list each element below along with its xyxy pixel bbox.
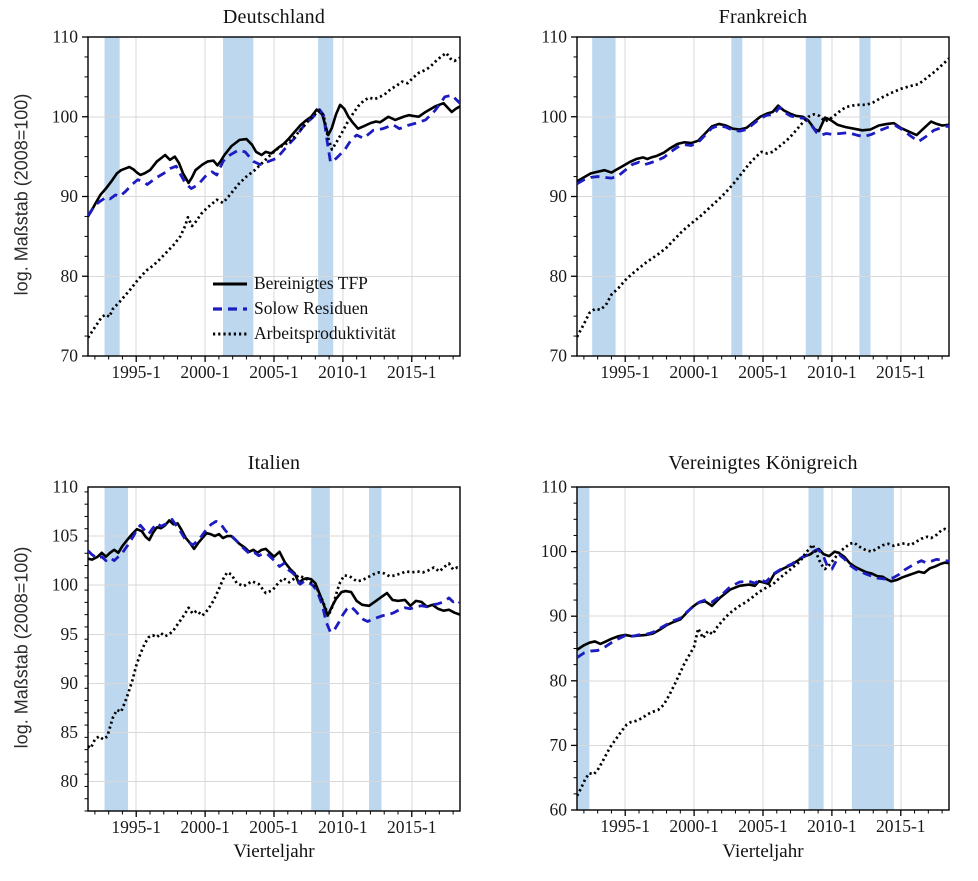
y-tick-label: 60 — [550, 800, 568, 820]
plot-frankreich: 1995-1 2000-1 2005-1 2010-1 2015-1 70 80 90 100 1… — [541, 27, 950, 382]
y-tick-label: 80 — [550, 670, 568, 690]
chart-panel-vereinigtes-koenigreich: 1995-1 2000-1 2005-1 2010-1 2015-1 60 70 80 90 10… — [489, 440, 978, 881]
y-tick-label: 110 — [52, 27, 78, 47]
legend-label: Solow Residuen — [254, 298, 369, 318]
legend-item-dotted: Arbeitsproduktivität — [212, 321, 396, 346]
plot-deutschland: 1995-1 2000-1 2005-1 2010-1 2015-1 70 80 90 100 1… — [52, 27, 461, 382]
x-tick-label: 2005-1 — [738, 816, 788, 836]
x-tick-label: 2005-1 — [249, 817, 299, 837]
y-tick-label: 105 — [52, 526, 79, 546]
plot-italien: 1995-1 2000-1 2005-1 2010-1 2015-1 80 85 90 95 10… — [52, 477, 461, 837]
x-tick-label: 2010-1 — [807, 362, 857, 382]
y-axis-label: log. Maßstab (2008=100) — [11, 93, 32, 296]
chart-panel-frankreich: 1995-1 2000-1 2005-1 2010-1 2015-1 70 80 90 100 1… — [489, 0, 978, 440]
x-tick-label: 1995-1 — [111, 817, 161, 837]
y-tick-label: 80 — [550, 266, 568, 286]
series-dashed — [88, 518, 460, 634]
series-solid — [88, 519, 460, 617]
x-tick-label: 2015-1 — [876, 362, 926, 382]
recession-band — [311, 487, 330, 811]
plot-box — [87, 36, 461, 357]
x-tick-label: 2010-1 — [318, 362, 368, 382]
legend: Bereinigtes TFP Solow Residuen Arbeitsprod… — [212, 271, 396, 346]
series-dotted — [88, 562, 460, 750]
plot-box — [576, 36, 950, 357]
series-dashed — [577, 548, 949, 659]
y-tick-label: 90 — [61, 673, 79, 693]
chart-title-deutschland: Deutschland — [222, 6, 326, 28]
chart-title-italien: Italien — [247, 452, 301, 474]
y-tick-label: 110 — [541, 27, 567, 47]
x-tick-label: 2015-1 — [387, 817, 437, 837]
legend-swatch-dotted — [213, 331, 247, 336]
x-tick-label: 2000-1 — [180, 817, 230, 837]
recession-band — [577, 487, 590, 810]
y-tick-label: 110 — [52, 477, 78, 497]
x-tick-label: 2000-1 — [669, 362, 719, 382]
x-tick-label: 2015-1 — [876, 816, 926, 836]
x-tick-label: 2000-1 — [180, 362, 230, 382]
x-tick-label: 1995-1 — [600, 362, 650, 382]
y-axis-label: log. Maßstab (2008=100) — [11, 546, 32, 749]
legend-item-solid: Bereinigtes TFP — [212, 271, 396, 296]
recession-band — [851, 487, 894, 810]
x-tick-label: 1995-1 — [600, 816, 650, 836]
y-tick-label: 100 — [541, 541, 568, 561]
y-tick-label: 110 — [541, 477, 567, 497]
legend-swatch-solid — [213, 282, 247, 285]
y-tick-label: 70 — [550, 346, 568, 366]
chart-title-frankreich: Frankreich — [718, 6, 808, 28]
series-dashed — [577, 105, 949, 185]
y-tick-label: 95 — [61, 624, 79, 644]
legend-label: Arbeitsproduktivität — [254, 323, 396, 343]
x-tick-label: 2000-1 — [669, 816, 719, 836]
x-tick-label: 2005-1 — [249, 362, 299, 382]
x-tick-label: 2015-1 — [387, 362, 437, 382]
y-tick-label: 80 — [61, 771, 79, 791]
y-tick-label: 100 — [52, 106, 79, 126]
x-tick-label: 1995-1 — [111, 362, 161, 382]
legend-label: Bereinigtes TFP — [254, 273, 368, 293]
series-solid — [577, 104, 949, 183]
x-axis-label: Vierteljahr — [722, 841, 804, 862]
y-tick-label: 85 — [61, 722, 79, 742]
x-tick-label: 2005-1 — [738, 362, 788, 382]
series-dotted — [577, 57, 949, 338]
series-dotted — [88, 51, 460, 339]
legend-swatch-dashed — [213, 306, 247, 311]
y-tick-label: 100 — [541, 106, 568, 126]
x-tick-label: 2010-1 — [318, 817, 368, 837]
y-tick-label: 70 — [61, 346, 79, 366]
x-tick-label: 2010-1 — [807, 816, 857, 836]
plot-vereinigtes-koenigreich: 1995-1 2000-1 2005-1 2010-1 2015-1 60 70 80 90 10… — [541, 477, 950, 836]
legend-item-dashed: Solow Residuen — [212, 296, 396, 321]
chart-panel-italien: 1995-1 2000-1 2005-1 2010-1 2015-1 80 85 90 95 10… — [0, 440, 489, 881]
x-axis-label: Vierteljahr — [233, 841, 315, 862]
series-dashed — [88, 93, 460, 217]
chart-title-vereinigtes-koenigreich: Vereinigtes Königreich — [668, 452, 858, 474]
y-tick-label: 70 — [550, 735, 568, 755]
y-tick-label: 90 — [550, 606, 568, 626]
y-tick-label: 80 — [61, 266, 79, 286]
chart-panel-deutschland: 1995-1 2000-1 2005-1 2010-1 2015-1 70 80 90 100 1… — [0, 0, 489, 440]
y-tick-label: 90 — [61, 186, 79, 206]
recession-band — [104, 487, 128, 811]
series-dotted — [577, 527, 949, 797]
y-tick-label: 90 — [550, 186, 568, 206]
y-tick-label: 100 — [52, 575, 79, 595]
recession-band — [369, 487, 382, 811]
recession-band — [808, 487, 824, 810]
series-solid — [88, 101, 460, 218]
plot-box — [87, 486, 461, 812]
